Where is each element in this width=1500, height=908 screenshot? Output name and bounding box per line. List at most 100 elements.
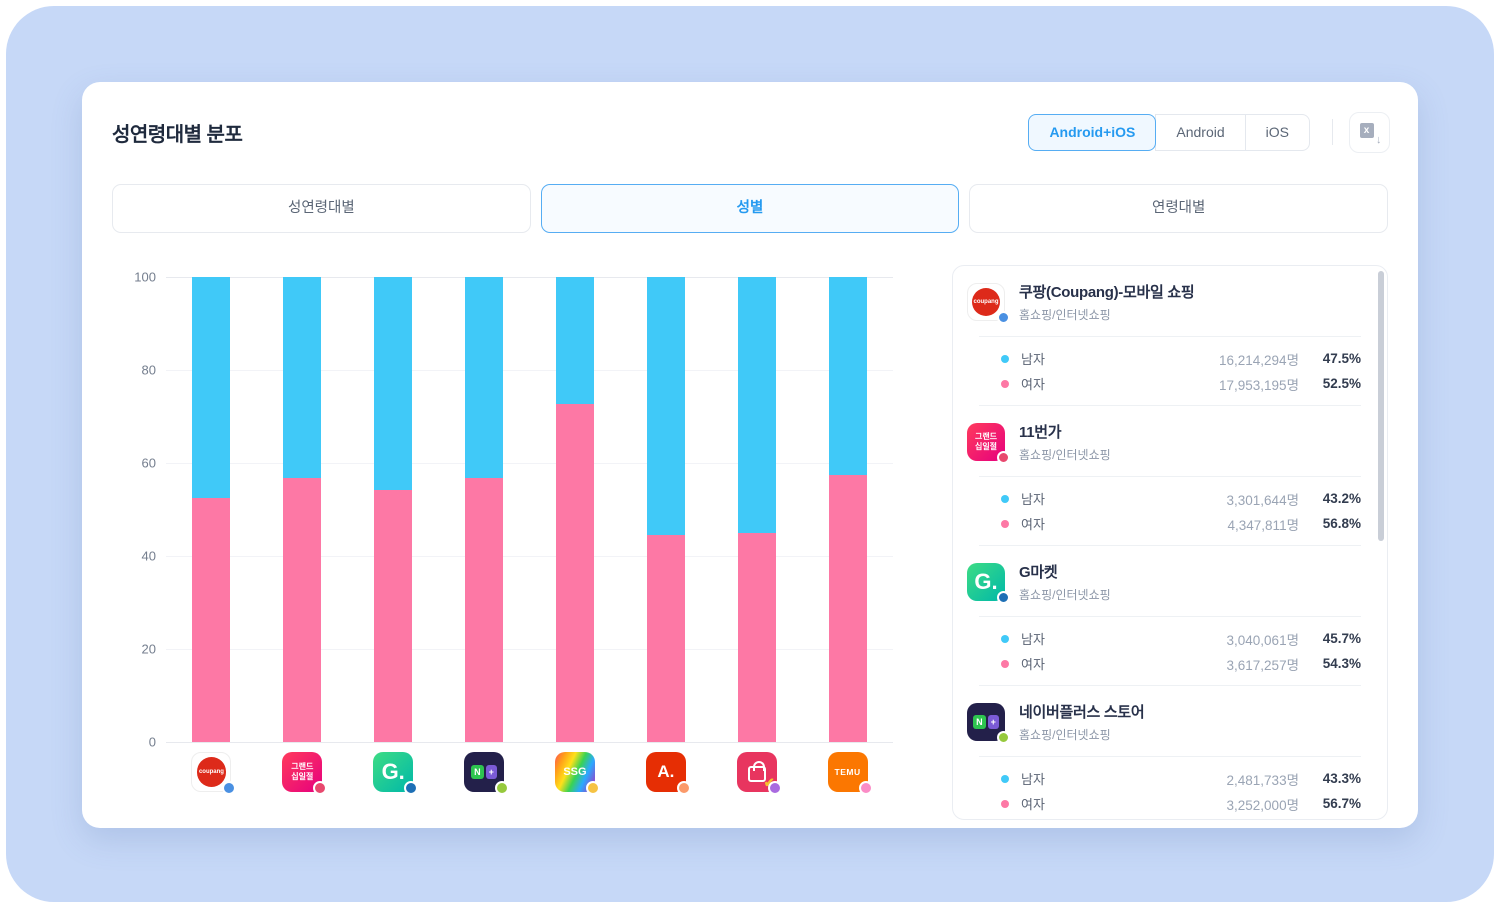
gender-percentage: 52.5% [1322, 376, 1361, 391]
platform-segmented-control: Android+iOS Android iOS [1028, 113, 1310, 151]
gender-label: 남자 [1021, 632, 1045, 647]
female-segment [283, 477, 322, 742]
gender-percentage: 56.8% [1322, 516, 1361, 531]
y-axis-tick-label: 60 [141, 455, 156, 471]
category-color-dot [222, 781, 237, 795]
gender-percentage: 54.3% [1322, 656, 1361, 671]
stacked-bar-naverplus-store[interactable] [465, 277, 504, 742]
gridline [166, 370, 893, 371]
app-list-entry[interactable]: G. G마켓 홈쇼핑/인터넷쇼핑 남자 3,040,061명 45.7% 여자 3,617,2… [953, 546, 1387, 686]
male-segment [374, 277, 413, 490]
x-axis-app-icon-temu[interactable]: TEMU [827, 752, 873, 795]
x-axis-app-icon-alwayz[interactable]: ✔ [736, 752, 782, 795]
view-tab[interactable]: 성별 [540, 184, 960, 233]
male-segment [646, 277, 685, 536]
app-list-entry[interactable]: 그랜드 십일절 11번가 홈쇼핑/인터넷쇼핑 남자 3,301,644명 43.2% 여자 4… [953, 406, 1387, 546]
app-name: 11번가 [1019, 424, 1062, 441]
category-color-dot [997, 731, 1010, 744]
category-color-dot [997, 591, 1010, 604]
app-list-entry[interactable]: N + 네이버플러스 스토어 홈쇼핑/인터넷쇼핑 남자 2,481,733명 43.3% 여자… [953, 686, 1387, 819]
female-legend-dot [1001, 379, 1009, 388]
app-list: coupang 쿠팡(Coupang)-모바일 쇼핑 홈쇼핑/인터넷쇼핑 남자 16,2… [953, 266, 1387, 819]
platform-tab-ios[interactable]: iOS [1244, 113, 1310, 151]
stacked-bar-ssg[interactable] [555, 277, 594, 742]
stacked-bar-aliexpress[interactable] [646, 277, 685, 742]
app-entry-names: G마켓 홈쇼핑/인터넷쇼핑 [1019, 561, 1111, 603]
male-segment [737, 277, 776, 533]
female-segment [555, 403, 594, 742]
gender-stat-row: 남자 3,040,061명 45.7% [979, 626, 1361, 651]
male-legend-dot [1001, 354, 1009, 363]
coupang-app-icon: coupang [967, 283, 1010, 324]
gender-distribution-card: 성연령대별 분포 Android+iOS Android iOS x 성연령대별 성별… [82, 82, 1418, 828]
stacked-bar-alwayz[interactable] [737, 277, 776, 742]
coupang-burst-glyph: coupang [196, 757, 227, 787]
category-color-dot [676, 781, 691, 795]
aliexpress-app-icon: A. [645, 752, 691, 795]
female-legend-dot [1001, 659, 1009, 668]
gridline [166, 463, 893, 464]
app-name: 쿠팡(Coupang)-모바일 쇼핑 [1019, 284, 1195, 301]
export-excel-button[interactable]: x [1349, 111, 1390, 153]
view-tab[interactable]: 연령대별 [969, 184, 1389, 233]
app-category: 홈쇼핑/인터넷쇼핑 [1019, 308, 1111, 322]
category-color-dot [495, 781, 510, 795]
stacked-bar-11st-grand-sipiljeol[interactable] [283, 277, 322, 742]
category-color-dot [404, 781, 419, 795]
y-axis-tick-label: 100 [134, 269, 156, 285]
male-legend-dot [1001, 634, 1009, 643]
gridline [166, 649, 893, 650]
gender-label: 남자 [1021, 492, 1045, 507]
gmarket-app-icon: G. [373, 752, 419, 795]
naverplus-app-icon-face: N + [464, 752, 505, 792]
x-axis-app-icon-11st-grand-sipiljeol[interactable]: 그랜드 십일절 [282, 752, 328, 795]
x-axis-app-icon-coupang[interactable]: coupang [191, 752, 237, 795]
category-color-dot [313, 781, 328, 795]
stacked-bar-gmarket[interactable] [374, 277, 413, 742]
y-axis-tick-label: 20 [141, 641, 156, 657]
female-segment [192, 497, 231, 742]
gender-stat-row: 남자 16,214,294명 47.5% [979, 346, 1361, 371]
coupang-app-icon-face: coupang [967, 283, 1005, 321]
app-name: G마켓 [1019, 564, 1058, 581]
app-ranking-panel[interactable]: coupang 쿠팡(Coupang)-모바일 쇼핑 홈쇼핑/인터넷쇼핑 남자 16,2… [952, 265, 1388, 820]
app-entry-header: N + 네이버플러스 스토어 홈쇼핑/인터넷쇼핑 [967, 686, 1361, 756]
user-count: 3,617,257명 [1226, 657, 1299, 673]
male-segment [192, 277, 231, 498]
11st-app-icon: 그랜드 십일절 [282, 752, 328, 795]
gender-label: 남자 [1021, 772, 1045, 787]
gender-label: 남자 [1021, 352, 1045, 367]
gender-stat-rows: 남자 3,040,061명 45.7% 여자 3,617,257명 54.3% [979, 616, 1361, 686]
stacked-bar-temu[interactable] [828, 277, 867, 742]
app-entry-header: 그랜드 십일절 11번가 홈쇼핑/인터넷쇼핑 [967, 406, 1361, 476]
platform-tab-android-ios[interactable]: Android+iOS [1028, 113, 1157, 151]
app-entry-names: 네이버플러스 스토어 홈쇼핑/인터넷쇼핑 [1019, 701, 1145, 743]
gender-stat-rows: 남자 16,214,294명 47.5% 여자 17,953,195명 52.5% [979, 336, 1361, 406]
aliexpress-app-icon-face: A. [645, 752, 686, 792]
gender-stat-row: 여자 3,617,257명 54.3% [979, 651, 1361, 676]
shopping-bag-glyph [747, 761, 766, 782]
male-segment [828, 277, 867, 475]
male-segment [465, 277, 504, 479]
x-axis-app-icon-aliexpress[interactable]: A. [645, 752, 691, 795]
x-axis-app-icon-naverplus-store[interactable]: N + [464, 752, 510, 795]
view-tab[interactable]: 성연령대별 [112, 184, 531, 233]
gender-stat-row: 여자 4,347,811명 56.8% [979, 511, 1361, 536]
app-category: 홈쇼핑/인터넷쇼핑 [1019, 728, 1111, 742]
platform-tab-android[interactable]: Android [1155, 113, 1246, 151]
x-axis-app-icon-gmarket[interactable]: G. [373, 752, 419, 795]
user-count: 17,953,195명 [1219, 377, 1299, 393]
gender-percentage: 47.5% [1322, 351, 1361, 366]
x-axis-app-icon-ssg[interactable]: SSG [554, 752, 600, 795]
gender-percentage: 45.7% [1322, 631, 1361, 646]
female-segment [646, 535, 685, 742]
category-color-dot [858, 781, 873, 795]
coupang-app-icon: coupang [191, 752, 237, 795]
stacked-bar-coupang[interactable] [192, 277, 231, 742]
coupang-burst-glyph: coupang [971, 287, 1001, 317]
category-color-dot [997, 451, 1010, 464]
panel-scrollbar[interactable] [1378, 271, 1384, 541]
app-category: 홈쇼핑/인터넷쇼핑 [1019, 448, 1111, 462]
